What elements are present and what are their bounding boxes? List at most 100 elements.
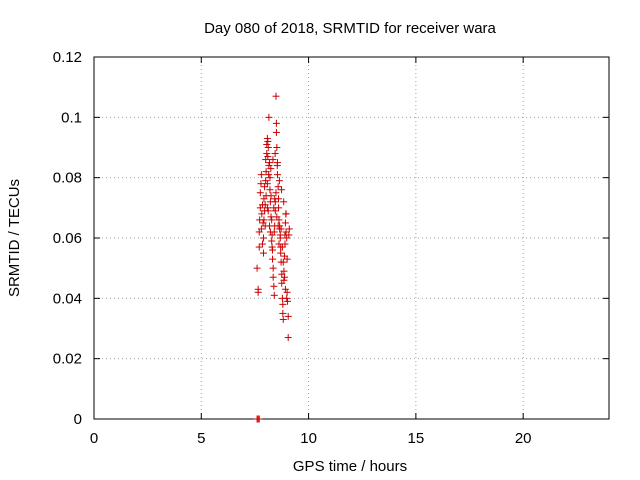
data-point [283,294,291,302]
data-point [273,162,281,170]
data-point [270,291,278,299]
data-point [266,174,274,182]
y-tick-label: 0.12 [53,49,82,66]
data-point [277,249,285,257]
x-tick-label: 5 [197,430,205,447]
data-point [283,255,291,263]
data-point [262,177,270,185]
data-point [281,285,289,293]
data-point [260,234,268,242]
data-point [274,183,282,191]
data-point [266,222,274,230]
data-point [266,159,274,167]
data-point [269,264,277,272]
data-point [260,216,268,224]
axis-ticks: 0 0.02 0.04 0.06 0.08 0.1 0.12 0 5 10 15 20 [53,49,609,447]
data-point [280,276,288,284]
data-point [257,180,265,188]
data-point [266,186,274,194]
data-point [266,228,274,236]
data-point [268,216,276,224]
y-tick-label: 0 [74,411,82,428]
data-point [265,171,273,179]
data-point [263,150,271,158]
data-point [271,207,279,215]
data-point [263,140,271,148]
data-point [256,189,264,197]
x-tick-label: 10 [300,430,317,447]
data-point [271,150,279,158]
x-tick-label: 20 [515,430,532,447]
data-point [282,210,290,218]
data-point [253,264,261,272]
data-point [279,309,287,317]
data-point [264,207,272,215]
data-point [272,92,280,100]
data-point [275,177,283,185]
data-point [255,243,263,251]
data-point [272,119,280,127]
data-point [257,171,265,179]
chart-title: Day 080 of 2018, SRMTID for receiver war… [204,20,496,37]
plot-frame [93,56,610,420]
grid-lines [94,57,609,419]
data-point [284,312,292,320]
data-point [269,156,277,164]
data-point [265,162,273,170]
data-point [270,204,278,212]
data-point [267,165,275,173]
x-tick-label: 0 [90,430,98,447]
data-point [278,243,286,251]
data-point [277,225,285,233]
data-point [278,186,286,194]
data-point [263,180,271,188]
data-point [262,192,270,200]
data-point [264,144,272,151]
data-point [279,315,287,323]
data-point [264,137,272,145]
data-point [261,201,269,209]
data-point [285,225,293,233]
data-point [281,273,289,281]
y-tick-label: 0.08 [53,170,82,187]
y-axis-label: SRMTID / TECUs [6,179,23,297]
data-point [265,113,273,121]
data-point [284,297,292,305]
data-point [281,219,289,227]
data-point [270,282,278,290]
y-tick-label: 0.02 [53,351,82,368]
y-tick-label: 0.1 [61,109,82,126]
data-point [280,198,288,206]
data-point [276,231,284,239]
data-point [273,213,281,221]
data-point [279,258,287,266]
data-point [269,246,277,254]
data-point [269,273,277,281]
data-point [272,189,280,197]
y-tick-label: 0.06 [53,230,82,247]
data-point [269,255,277,263]
y-tick-label: 0.04 [53,290,82,307]
data-point [283,288,291,296]
data-point [285,231,293,239]
data-point [273,171,281,179]
data-point [275,240,283,248]
data-point [284,334,292,342]
data-point [271,198,279,206]
data-point [254,288,262,296]
data-point [255,415,263,423]
data-point [272,128,280,136]
x-tick-label: 15 [408,430,425,447]
data-point [271,195,279,203]
data-point [279,300,287,308]
data-point [258,240,266,248]
data-point [268,237,276,245]
data-point [264,153,272,161]
data-point [280,267,288,275]
data-point [257,225,265,233]
data-points [253,92,293,423]
x-axis-label: GPS time / hours [293,458,407,475]
data-point [273,144,281,151]
data-point [260,249,268,257]
